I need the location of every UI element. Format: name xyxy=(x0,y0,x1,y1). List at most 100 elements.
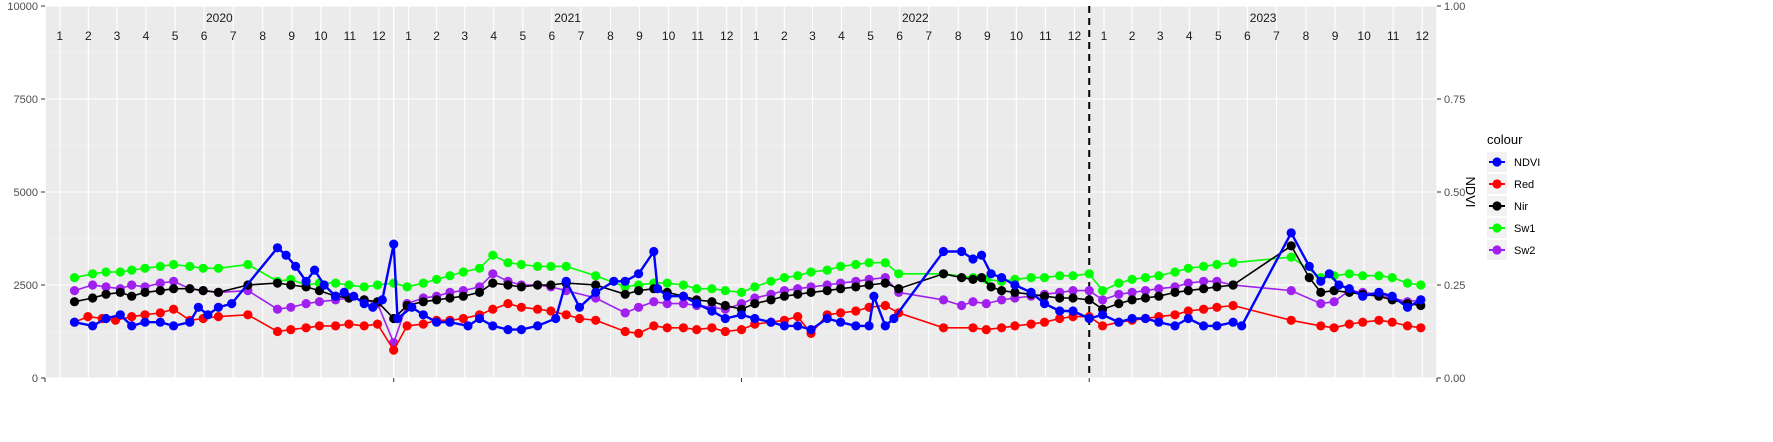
legend-key-point xyxy=(1492,179,1502,189)
data-point-nir xyxy=(1170,287,1180,297)
data-point-nir xyxy=(957,273,967,283)
month-label: 10 xyxy=(1357,29,1371,43)
legend-label: Red xyxy=(1514,179,1534,191)
data-point-sw1 xyxy=(591,271,601,281)
data-point-ndvi xyxy=(101,313,111,324)
data-point-red xyxy=(981,325,991,335)
data-point-sw1 xyxy=(1055,271,1065,281)
month-label: 1 xyxy=(56,29,63,43)
month-label: 2 xyxy=(1129,29,1136,43)
data-point-ndvi xyxy=(432,317,442,327)
year-label: 2023 xyxy=(1250,11,1277,25)
month-label: 6 xyxy=(896,29,903,43)
data-point-red xyxy=(997,323,1007,333)
data-point-nir xyxy=(620,289,630,299)
month-label: 3 xyxy=(1157,29,1164,43)
data-point-red xyxy=(620,326,630,337)
data-point-red xyxy=(546,306,556,316)
data-point-sw1 xyxy=(662,278,672,288)
data-point-sw1 xyxy=(488,250,498,260)
data-point-ndvi xyxy=(1068,306,1078,316)
data-point-ndvi xyxy=(1304,261,1314,271)
data-point-red xyxy=(402,321,412,331)
data-point-red xyxy=(793,312,803,322)
data-point-ndvi xyxy=(1402,302,1413,312)
data-point-sw1 xyxy=(1286,252,1296,262)
data-point-sw1 xyxy=(1154,271,1164,281)
data-point-red xyxy=(359,321,369,331)
data-point-red xyxy=(83,312,93,322)
data-point-nir xyxy=(155,286,165,296)
data-point-red xyxy=(1286,315,1296,325)
month-label: 12 xyxy=(1068,29,1082,43)
data-point-sw1 xyxy=(198,263,208,273)
data-point-ndvi xyxy=(806,325,816,335)
data-point-nir xyxy=(1084,295,1094,305)
month-label: 5 xyxy=(1215,29,1222,43)
month-label: 1 xyxy=(753,29,760,43)
data-point-sw1 xyxy=(1344,269,1354,279)
data-point-sw2 xyxy=(1316,299,1326,309)
data-point-ndvi xyxy=(272,243,283,253)
data-point-sw1 xyxy=(851,259,861,270)
data-point-sw1 xyxy=(779,273,790,283)
month-label: 6 xyxy=(1244,29,1251,43)
data-point-sw1 xyxy=(88,269,98,279)
data-point-sw1 xyxy=(503,258,513,268)
data-point-ndvi xyxy=(389,239,399,249)
data-point-red xyxy=(533,304,543,314)
data-point-ndvi xyxy=(503,325,513,335)
data-point-sw1 xyxy=(822,265,832,275)
data-point-ndvi xyxy=(407,302,417,312)
data-point-sw2 xyxy=(155,278,165,288)
legend-key-point xyxy=(1492,245,1502,255)
data-point-red xyxy=(155,308,165,318)
data-point-nir xyxy=(213,287,223,297)
month-label: 6 xyxy=(549,29,556,43)
data-point-ndvi xyxy=(1358,291,1368,301)
y-left-tick-label: 2500 xyxy=(14,280,38,292)
data-point-red xyxy=(213,312,223,322)
data-point-nir xyxy=(88,293,98,303)
data-point-nir xyxy=(272,278,283,288)
data-point-nir xyxy=(516,282,527,292)
data-point-red xyxy=(561,310,571,320)
data-point-nir xyxy=(286,280,296,290)
data-point-ndvi xyxy=(869,291,879,301)
data-point-sw1 xyxy=(1098,286,1108,296)
y-right-tick-label: 0.00 xyxy=(1444,373,1465,385)
data-point-red xyxy=(127,312,137,322)
data-point-ndvi xyxy=(1140,313,1151,324)
data-point-ndvi xyxy=(707,306,717,316)
data-point-sw1 xyxy=(127,265,137,275)
data-point-sw2 xyxy=(127,280,137,290)
data-point-sw2 xyxy=(634,302,644,312)
legend-label: NDVI xyxy=(1514,157,1540,169)
data-point-ndvi xyxy=(736,310,747,320)
data-point-ndvi xyxy=(281,250,291,260)
data-point-sw1 xyxy=(546,261,556,271)
month-label: 9 xyxy=(984,29,991,43)
month-label: 7 xyxy=(925,29,932,43)
data-point-red xyxy=(1010,321,1020,331)
data-point-ndvi xyxy=(203,310,213,320)
data-point-red xyxy=(1212,302,1222,312)
month-label: 11 xyxy=(1039,29,1052,43)
legend-item-sw1: Sw1 xyxy=(1487,218,1535,238)
data-point-nir xyxy=(779,291,790,301)
data-point-ndvi xyxy=(359,299,369,309)
month-label: 2 xyxy=(85,29,92,43)
data-point-ndvi xyxy=(968,254,978,264)
data-point-nir xyxy=(822,286,832,296)
data-point-nir xyxy=(488,278,498,288)
data-point-nir xyxy=(1304,273,1314,283)
data-point-ndvi xyxy=(653,284,663,294)
data-point-ndvi xyxy=(662,291,672,301)
data-point-sw2 xyxy=(1154,284,1164,294)
data-point-nir xyxy=(474,287,485,297)
data-point-ndvi xyxy=(1228,317,1238,327)
data-point-sw2 xyxy=(1140,286,1151,296)
data-point-ndvi xyxy=(720,313,730,324)
data-point-sw2 xyxy=(662,299,672,309)
data-point-sw1 xyxy=(344,280,354,290)
